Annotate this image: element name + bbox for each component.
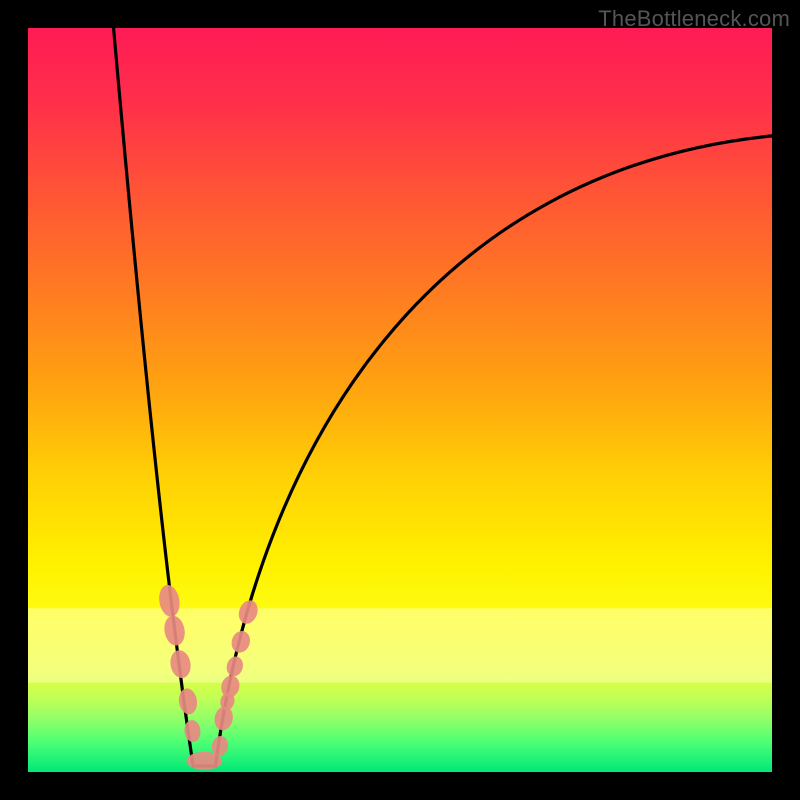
bottleneck-curve-chart (0, 0, 800, 800)
watermark-text: TheBottleneck.com (598, 6, 790, 32)
bottleneck-band (28, 608, 772, 682)
chart-frame: TheBottleneck.com (0, 0, 800, 800)
plot-area (28, 28, 772, 772)
